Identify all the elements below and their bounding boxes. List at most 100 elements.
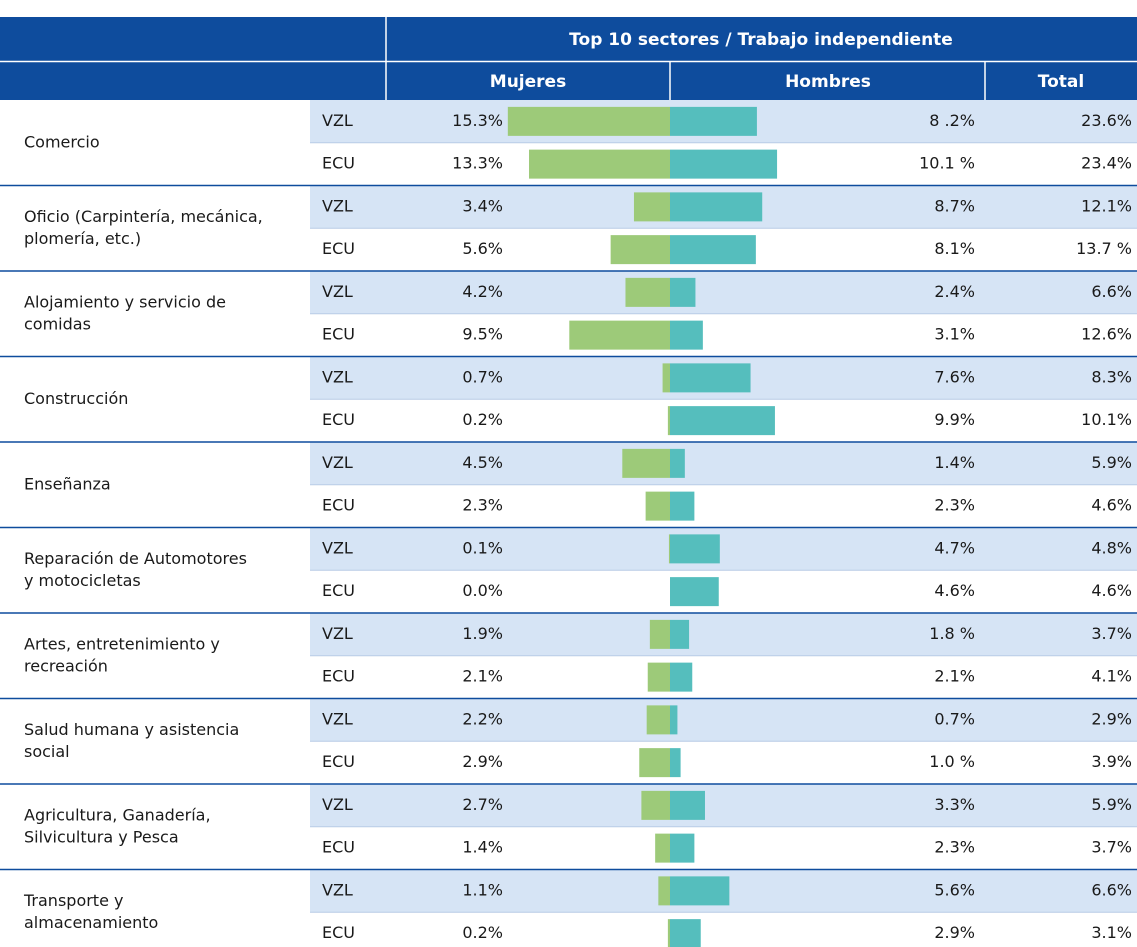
- bar-mujeres: [649, 619, 670, 649]
- total-value: 3.7%: [1091, 624, 1132, 643]
- header-bg: [0, 17, 1137, 100]
- mujeres-value: 5.6%: [462, 239, 503, 258]
- sector-label: social: [24, 742, 70, 761]
- hombres-value: 7.6%: [934, 367, 975, 386]
- sector-label: Oficio (Carpintería, mecánica,: [24, 207, 263, 226]
- sector-label: Agricultura, Ganadería,: [24, 805, 211, 824]
- bar-mujeres: [645, 491, 670, 521]
- sector-label: Alojamiento y servicio de: [24, 292, 226, 311]
- country: ECU: [322, 752, 355, 771]
- bar-hombres: [670, 619, 690, 649]
- country: ECU: [322, 154, 355, 173]
- row-bg: [310, 698, 1137, 742]
- hombres-value: 1.8 %: [929, 624, 975, 643]
- bar-mujeres: [655, 833, 670, 863]
- bar-hombres: [670, 363, 751, 393]
- bar-mujeres: [641, 790, 670, 820]
- bar-hombres: [670, 662, 693, 692]
- hombres-value: 3.3%: [934, 795, 975, 814]
- mujeres-value: 13.3%: [452, 154, 503, 173]
- country: VZL: [322, 795, 353, 814]
- hombres-value: 2.3%: [934, 496, 975, 515]
- sector-label: recreación: [24, 656, 108, 675]
- hombres-value: 2.4%: [934, 282, 975, 301]
- mujeres-value: 2.2%: [462, 709, 503, 728]
- total-value: 8.3%: [1091, 367, 1132, 386]
- total-value: 6.6%: [1091, 880, 1132, 899]
- bar-hombres: [670, 149, 778, 179]
- bar-mujeres: [667, 406, 670, 436]
- bar-mujeres: [610, 235, 670, 265]
- country: VZL: [322, 538, 353, 557]
- country: VZL: [322, 196, 353, 215]
- country: ECU: [322, 923, 355, 942]
- country: ECU: [322, 667, 355, 686]
- mujeres-value: 0.2%: [462, 410, 503, 429]
- mujeres-value: 0.7%: [462, 367, 503, 386]
- country: VZL: [322, 709, 353, 728]
- hombres-value: 9.9%: [934, 410, 975, 429]
- mujeres-value: 2.7%: [462, 795, 503, 814]
- total-value: 12.6%: [1081, 325, 1132, 344]
- bar-mujeres: [668, 534, 670, 564]
- hombres-value: 2.9%: [934, 923, 975, 942]
- header-title: Top 10 sectores / Trabajo independiente: [569, 30, 953, 50]
- country: ECU: [322, 496, 355, 515]
- total-value: 3.1%: [1091, 923, 1132, 942]
- bar-hombres: [670, 790, 705, 820]
- sector-label: Salud humana y asistencia: [24, 720, 239, 739]
- bar-hombres: [670, 491, 695, 521]
- country: VZL: [322, 367, 353, 386]
- bar-hombres: [670, 320, 703, 350]
- country: VZL: [322, 111, 353, 130]
- total-value: 3.7%: [1091, 838, 1132, 857]
- mujeres-value: 15.3%: [452, 111, 503, 130]
- hombres-value: 4.6%: [934, 581, 975, 600]
- total-value: 4.1%: [1091, 667, 1132, 686]
- mujeres-value: 0.1%: [462, 538, 503, 557]
- bar-mujeres: [667, 919, 670, 947]
- sector-label: Comercio: [24, 132, 100, 151]
- row-bg: [310, 527, 1137, 571]
- bar-hombres: [670, 534, 720, 564]
- hombres-value: 8 .2%: [929, 111, 975, 130]
- bar-mujeres: [507, 106, 670, 136]
- sector-label: Artes, entretenimiento y: [24, 634, 220, 653]
- hombres-value: 3.1%: [934, 325, 975, 344]
- total-value: 2.9%: [1091, 709, 1132, 728]
- row-bg: [310, 442, 1137, 485]
- column-header: Total: [1038, 72, 1084, 92]
- mujeres-value: 4.5%: [462, 453, 503, 472]
- total-value: 4.8%: [1091, 538, 1132, 557]
- mujeres-value: 2.9%: [462, 752, 503, 771]
- column-header: Mujeres: [490, 72, 566, 92]
- mujeres-value: 0.0%: [462, 581, 503, 600]
- bar-mujeres: [662, 363, 670, 393]
- country: VZL: [322, 880, 353, 899]
- sector-label: Reparación de Automotores: [24, 549, 247, 568]
- mujeres-value: 2.1%: [462, 667, 503, 686]
- hombres-value: 10.1 %: [919, 154, 975, 173]
- bar-mujeres: [646, 705, 670, 735]
- hombres-value: 1.4%: [934, 453, 975, 472]
- bar-hombres: [670, 448, 685, 478]
- bar-hombres: [670, 876, 730, 906]
- hombres-value: 4.7%: [934, 538, 975, 557]
- bar-hombres: [670, 748, 681, 778]
- bar-mujeres: [639, 748, 670, 778]
- bar-mujeres: [529, 149, 670, 179]
- bar-hombres: [670, 919, 701, 947]
- sector-label: y motocicletas: [24, 571, 141, 590]
- bar-mujeres: [569, 320, 670, 350]
- total-value: 23.4%: [1081, 154, 1132, 173]
- sector-label: Construcción: [24, 389, 128, 408]
- bar-hombres: [670, 833, 695, 863]
- total-value: 13.7 %: [1076, 239, 1132, 258]
- hombres-value: 1.0 %: [929, 752, 975, 771]
- total-value: 4.6%: [1091, 496, 1132, 515]
- country: ECU: [322, 838, 355, 857]
- country: VZL: [322, 282, 353, 301]
- country: ECU: [322, 239, 355, 258]
- mujeres-value: 3.4%: [462, 196, 503, 215]
